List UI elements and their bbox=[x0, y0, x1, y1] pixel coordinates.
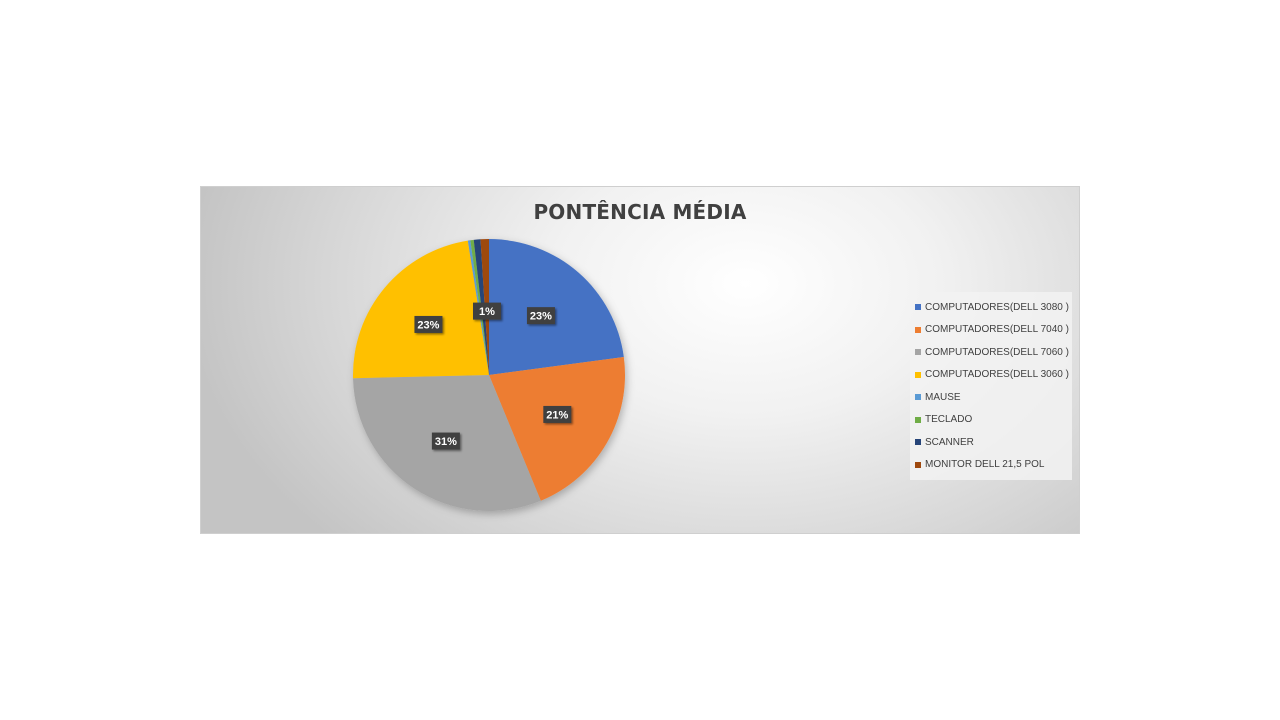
legend-swatch bbox=[915, 371, 921, 378]
legend-item-7: MONITOR DELL 21,5 POL bbox=[915, 454, 1072, 477]
legend-label: TECLADO bbox=[925, 414, 973, 426]
legend-label: COMPUTADORES(DELL 7040 ) bbox=[925, 324, 1069, 336]
legend-swatch bbox=[915, 326, 921, 333]
legend-label: MONITOR DELL 21,5 POL bbox=[925, 459, 1045, 471]
legend-label: COMPUTADORES(DELL 3060 ) bbox=[925, 369, 1069, 381]
data-label-text-7: 1% bbox=[479, 306, 495, 318]
data-label-1: 21% bbox=[543, 405, 572, 423]
pie-slice-0 bbox=[489, 239, 624, 375]
legend-item-1: COMPUTADORES(DELL 7040 ) bbox=[915, 319, 1072, 342]
legend-swatch bbox=[915, 439, 921, 446]
data-label-0: 23% bbox=[526, 307, 555, 325]
legend-swatch bbox=[915, 416, 921, 423]
data-label-text-3: 23% bbox=[417, 319, 439, 331]
legend-label: MAUSE bbox=[925, 391, 961, 403]
legend-label: COMPUTADORES(DELL 7060 ) bbox=[925, 346, 1069, 358]
legend: COMPUTADORES(DELL 3080 ) COMPUTADORES(DEL… bbox=[910, 292, 1072, 480]
legend-label: SCANNER bbox=[925, 436, 974, 448]
data-label-text-1: 21% bbox=[546, 409, 568, 421]
data-label-3: 23% bbox=[414, 315, 443, 333]
legend-item-4: MAUSE bbox=[915, 386, 1072, 409]
data-label-text-0: 23% bbox=[530, 311, 552, 323]
legend-swatch bbox=[915, 394, 921, 401]
legend-item-2: COMPUTADORES(DELL 7060 ) bbox=[915, 341, 1072, 364]
legend-swatch bbox=[915, 304, 921, 311]
pie-chart: 23% 21% 31% 23% 1% bbox=[353, 239, 625, 511]
data-label-text-2: 31% bbox=[435, 436, 457, 448]
chart-title: PONTÊNCIA MÉDIA bbox=[533, 200, 747, 224]
legend-label: COMPUTADORES(DELL 3080 ) bbox=[925, 301, 1069, 313]
legend-item-6: SCANNER bbox=[915, 431, 1072, 454]
legend-item-0: COMPUTADORES(DELL 3080 ) bbox=[915, 296, 1072, 319]
legend-swatch bbox=[915, 461, 921, 468]
legend-item-3: COMPUTADORES(DELL 3060 ) bbox=[915, 364, 1072, 387]
legend-item-5: TECLADO bbox=[915, 409, 1072, 432]
data-label-7: 1% bbox=[473, 302, 502, 320]
pie-slice-1 bbox=[489, 356, 625, 501]
pie-slice-3 bbox=[353, 240, 489, 379]
legend-swatch bbox=[915, 349, 921, 356]
data-label-2: 31% bbox=[431, 432, 460, 450]
chart-area: PONTÊNCIA MÉDIA 23% 21% 31% 23% 1% COMPUTADO… bbox=[200, 186, 1080, 534]
